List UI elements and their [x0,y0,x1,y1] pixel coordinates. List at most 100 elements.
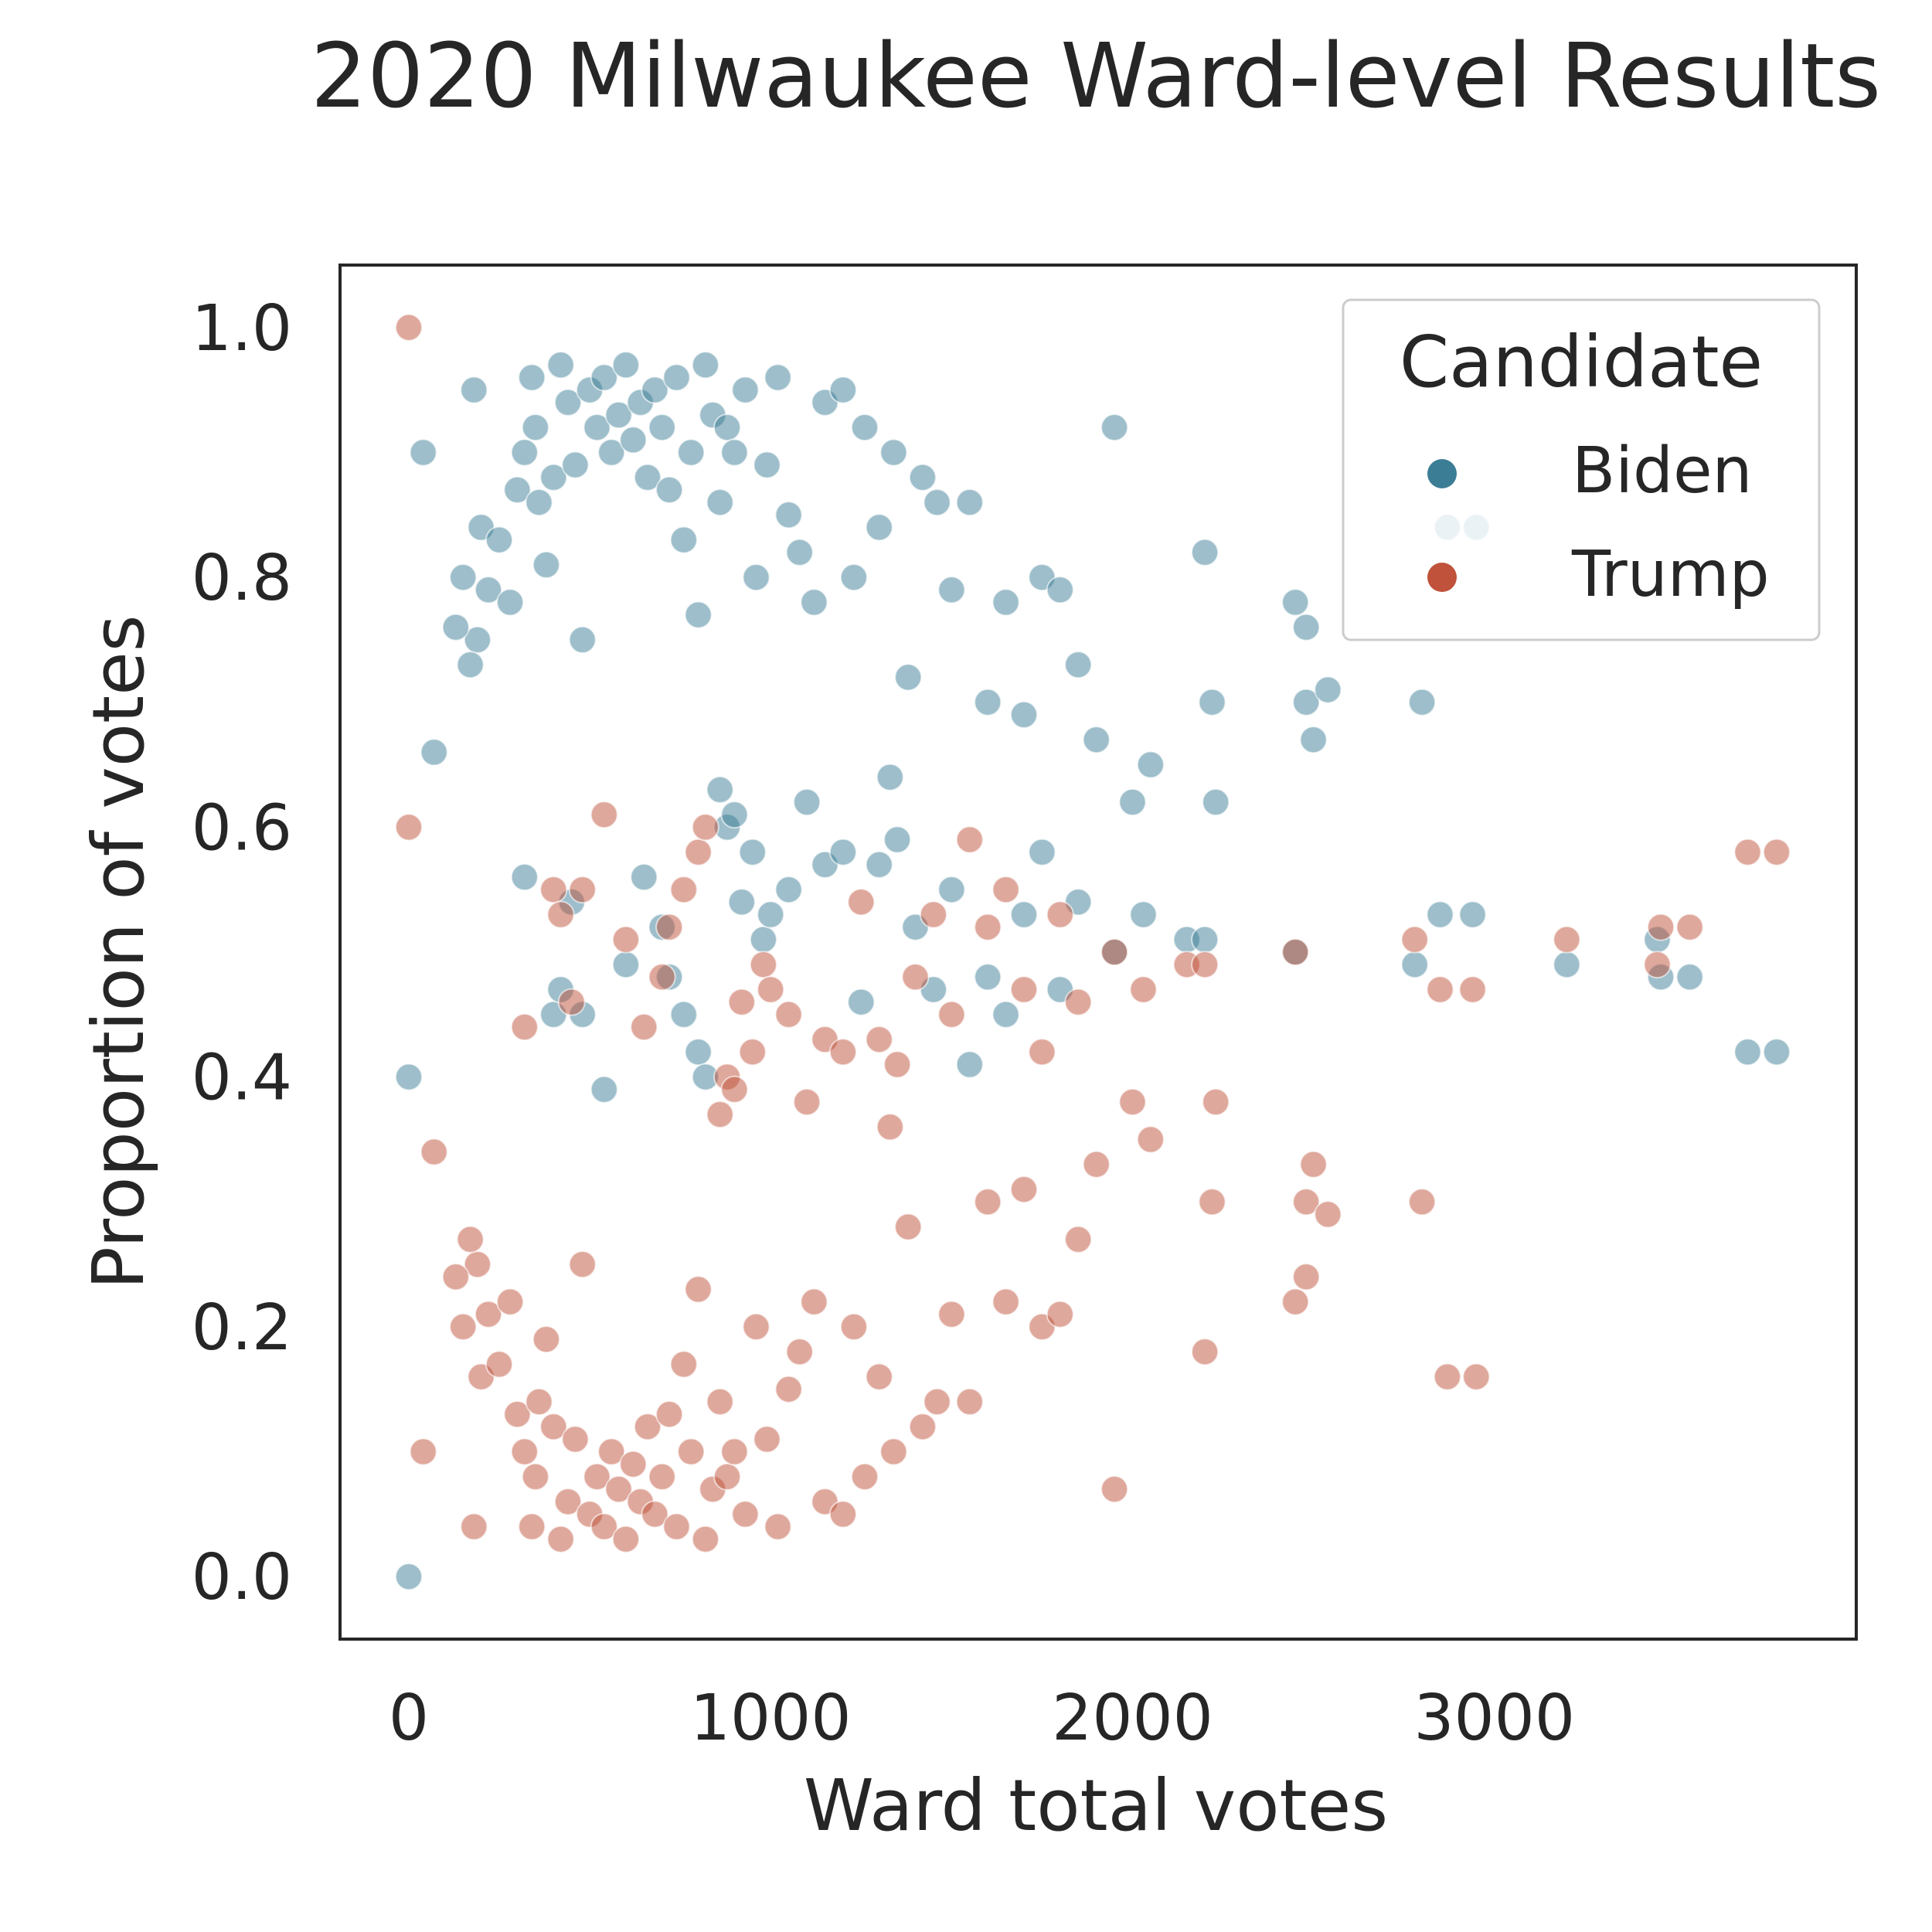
point-biden-15 [518,363,546,392]
legend-swatch-biden [1427,459,1457,488]
point-biden-133 [1763,1038,1791,1066]
point-trump-3 [420,1138,448,1166]
point-trump-48 [764,1512,792,1541]
point-trump-134 [1433,1362,1461,1391]
point-biden-127 [1458,900,1487,929]
chart-title: 2020 Milwaukee Ward-level Results [311,25,1881,128]
point-trump-118 [1046,900,1074,929]
point-trump-32 [634,1413,662,1441]
point-biden-36 [662,363,691,392]
point-trump-20 [546,1525,575,1553]
point-trump-71 [1118,1088,1147,1116]
point-trump-76 [1281,1287,1310,1316]
point-biden-51 [800,588,828,617]
point-trump-13 [503,1400,532,1429]
point-trump-7 [441,1263,470,1291]
point-biden-33 [641,376,669,404]
point-biden-79 [1299,726,1328,754]
point-trump-4 [460,1512,488,1541]
point-trump-0 [395,313,423,342]
point-biden-55 [851,413,879,442]
point-trump-34 [648,1462,676,1491]
point-trump-8 [449,1312,478,1341]
point-trump-105 [828,1038,857,1066]
point-trump-42 [706,1387,734,1416]
points-layer [395,313,1791,1591]
point-trump-75 [1202,1088,1230,1116]
point-trump-91 [655,913,684,941]
point-biden-98 [727,888,756,917]
point-trump-11 [485,1350,513,1379]
point-trump-16 [521,1462,549,1491]
point-trump-1 [395,813,423,842]
legend-box [1342,298,1821,641]
point-biden-48 [764,363,792,392]
point-trump-25 [583,1462,611,1491]
point-biden-20 [546,351,575,379]
y-tick-label-3: 0.6 [192,791,292,865]
point-trump-36 [662,1512,691,1541]
point-biden-76 [1281,588,1310,617]
y-axis-ticks: 0.0 0.2 0.4 0.6 0.8 1.0 [192,292,292,1614]
point-biden-131 [1675,963,1704,992]
point-trump-120 [1100,938,1129,966]
y-axis-label: Proportion of votes [77,614,160,1289]
point-biden-95 [706,775,734,804]
point-trump-82 [510,1013,539,1041]
point-trump-119 [1064,988,1093,1016]
point-trump-23 [568,1250,597,1279]
point-biden-106 [847,988,876,1016]
point-biden-3 [420,738,448,767]
point-biden-4 [460,376,488,404]
point-biden-17 [525,488,553,517]
point-biden-114 [974,963,1002,992]
point-biden-99 [738,838,767,866]
point-biden-70 [1100,413,1129,442]
point-biden-50 [785,538,814,566]
point-biden-25 [583,413,611,442]
point-trump-92 [669,876,698,904]
point-trump-106 [847,888,876,917]
point-biden-37 [669,526,698,554]
legend-label-biden: Biden [1572,434,1753,508]
point-biden-117 [1028,838,1056,866]
point-trump-33 [641,1500,669,1529]
point-biden-89 [630,863,658,891]
plot-frame [338,264,1858,1641]
point-trump-109 [883,1050,912,1079]
point-biden-132 [1733,1038,1762,1066]
point-trump-123 [1191,951,1219,979]
point-biden-46 [742,563,770,592]
point-biden-107 [865,850,893,879]
point-biden-40 [691,351,719,379]
point-biden-63 [974,688,1002,716]
point-trump-53 [828,1500,857,1529]
point-trump-85 [557,988,586,1016]
point-trump-73 [1191,1338,1219,1366]
point-trump-125 [1400,925,1429,954]
point-biden-39 [684,600,713,629]
point-biden-74 [1198,688,1226,716]
point-biden-27 [597,438,626,467]
point-biden-61 [937,576,966,604]
point-biden-23 [568,625,597,654]
point-trump-28 [604,1475,633,1503]
point-biden-101 [757,900,785,929]
y-tick-label-2: 0.4 [192,1042,292,1115]
point-biden-121 [1129,900,1158,929]
point-trump-87 [590,801,618,829]
point-trump-67 [1046,1300,1074,1328]
point-biden-29 [611,351,640,379]
point-biden-88 [611,951,640,979]
point-trump-39 [684,1275,713,1304]
x-axis-label: Ward total votes [804,1764,1388,1847]
point-trump-29 [611,1525,640,1553]
point-biden-22 [561,451,590,479]
point-biden-102 [774,876,803,904]
point-biden-54 [839,563,868,592]
point-biden-75 [1202,788,1230,816]
point-trump-74 [1198,1188,1226,1216]
point-trump-124 [1281,938,1310,966]
point-biden-57 [879,438,908,467]
